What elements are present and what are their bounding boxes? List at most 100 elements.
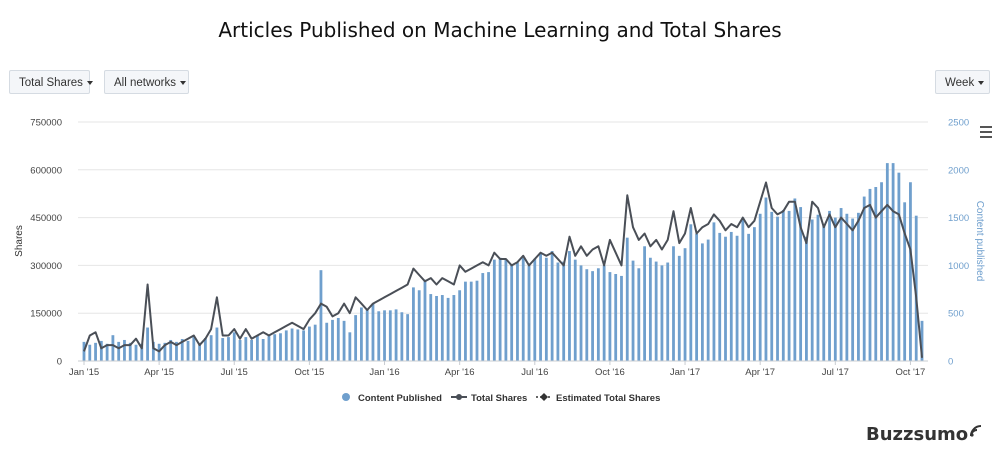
bar-content-published	[244, 337, 248, 361]
bar-content-published	[99, 340, 103, 361]
bar-content-published	[487, 272, 490, 361]
bar-content-published	[822, 226, 826, 361]
y2-tick-label: 1500	[948, 213, 969, 224]
bar-content-published	[914, 215, 918, 361]
bar-content-published	[516, 262, 519, 361]
bar-content-published	[637, 268, 641, 361]
legend-marker-bar	[342, 393, 350, 401]
bar-content-published	[498, 257, 502, 361]
bar-content-published	[897, 172, 901, 361]
bar-content-published	[336, 317, 340, 361]
bar-content-published	[452, 295, 456, 361]
bar-content-published	[539, 252, 542, 361]
bar-content-published	[365, 309, 369, 361]
bar-content-published	[556, 262, 560, 361]
y-tick-label: 750000	[30, 118, 62, 129]
legend-item[interactable]: Total Shares	[451, 393, 527, 404]
bar-content-published	[400, 312, 404, 361]
bar-content-published	[631, 260, 635, 361]
bar-content-published	[533, 258, 537, 361]
bar-content-published	[371, 303, 375, 361]
bar-content-published	[787, 210, 791, 361]
bar-content-published	[296, 329, 300, 361]
bar-content-published	[360, 307, 363, 361]
bar-content-published	[602, 265, 606, 361]
chart-title: Articles Published on Machine Learning a…	[218, 18, 782, 42]
bar-content-published	[128, 342, 132, 361]
bar-content-published	[469, 281, 473, 361]
bar-content-published	[527, 265, 531, 361]
bar-content-published	[562, 261, 566, 361]
bar-content-published	[648, 257, 652, 361]
bar-content-published	[88, 344, 92, 361]
bar-content-published	[776, 216, 779, 361]
bar-content-published	[874, 187, 878, 361]
bar-content-published	[475, 280, 479, 361]
bar-content-published	[94, 342, 97, 361]
bar-content-published	[793, 198, 797, 361]
metric-dropdown-label: Total Shares	[19, 77, 83, 89]
bar-content-published	[654, 261, 658, 361]
y2-tick-label: 2500	[948, 118, 969, 129]
bar-content-published	[909, 182, 912, 361]
bar-content-published	[579, 265, 583, 361]
bar-content-published	[377, 311, 381, 361]
bar-content-published	[862, 196, 866, 361]
bar-content-published	[620, 275, 623, 361]
bar-content-published	[82, 341, 86, 361]
bar-content-published	[695, 233, 699, 361]
brand-logo: Buzzsumo	[866, 424, 983, 445]
chevron-down-icon	[86, 80, 93, 85]
legend-item[interactable]: Content Published	[342, 393, 442, 404]
bar-content-published	[839, 208, 843, 361]
bar-content-published	[880, 182, 883, 361]
brand-name: Buzzsumo	[866, 424, 969, 445]
bar-content-published	[492, 259, 496, 361]
bar-content-published	[573, 259, 577, 361]
bar-content-published	[302, 330, 306, 361]
x-tick-label: Apr '15	[144, 367, 174, 378]
bar-content-published	[672, 246, 675, 361]
bar-content-published	[250, 339, 253, 361]
bar-content-published	[203, 338, 207, 361]
bar-content-published	[510, 264, 514, 361]
network-dropdown[interactable]: All networks	[104, 70, 189, 94]
bar-content-published	[440, 295, 444, 361]
legend-item[interactable]: Estimated Total Shares	[536, 393, 660, 404]
bar-content-published	[596, 268, 600, 361]
bar-content-published	[319, 270, 323, 361]
bar-content-published	[677, 255, 681, 361]
bar-content-published	[833, 217, 837, 361]
bar-content-published	[394, 309, 398, 361]
y2-axis-label: Content published	[974, 201, 985, 282]
bar-content-published	[857, 212, 860, 361]
bar-content-published	[608, 272, 612, 361]
bar-content-published	[585, 269, 589, 361]
bar-content-published	[169, 339, 173, 361]
bar-content-published	[446, 297, 450, 361]
bar-content-published	[614, 274, 618, 361]
hamburger-icon[interactable]	[980, 126, 992, 141]
bar-content-published	[232, 332, 236, 361]
bar-content-published	[706, 239, 710, 361]
metric-dropdown[interactable]: Total Shares	[9, 70, 93, 94]
x-tick-label: Jul '15	[221, 367, 248, 378]
bar-content-published	[180, 339, 184, 361]
x-tick-label: Jan '15	[69, 367, 99, 378]
interval-dropdown[interactable]: Week	[935, 70, 990, 94]
x-tick-label: Jul '16	[521, 367, 548, 378]
bar-content-published	[261, 339, 265, 361]
legend-marker-diamond	[540, 393, 548, 401]
chevron-down-icon	[978, 80, 985, 85]
bar-content-published	[383, 310, 386, 361]
bar-content-published	[192, 337, 196, 361]
bar-content-published	[747, 233, 751, 361]
bar-content-published	[666, 262, 670, 361]
bar-content-published	[805, 236, 808, 361]
bar-content-published	[284, 330, 288, 361]
bar-content-published	[123, 339, 126, 361]
bar-content-published	[429, 294, 433, 361]
bar-content-published	[851, 218, 855, 361]
bar-content-published	[758, 213, 762, 361]
bar-content-published	[209, 335, 213, 361]
